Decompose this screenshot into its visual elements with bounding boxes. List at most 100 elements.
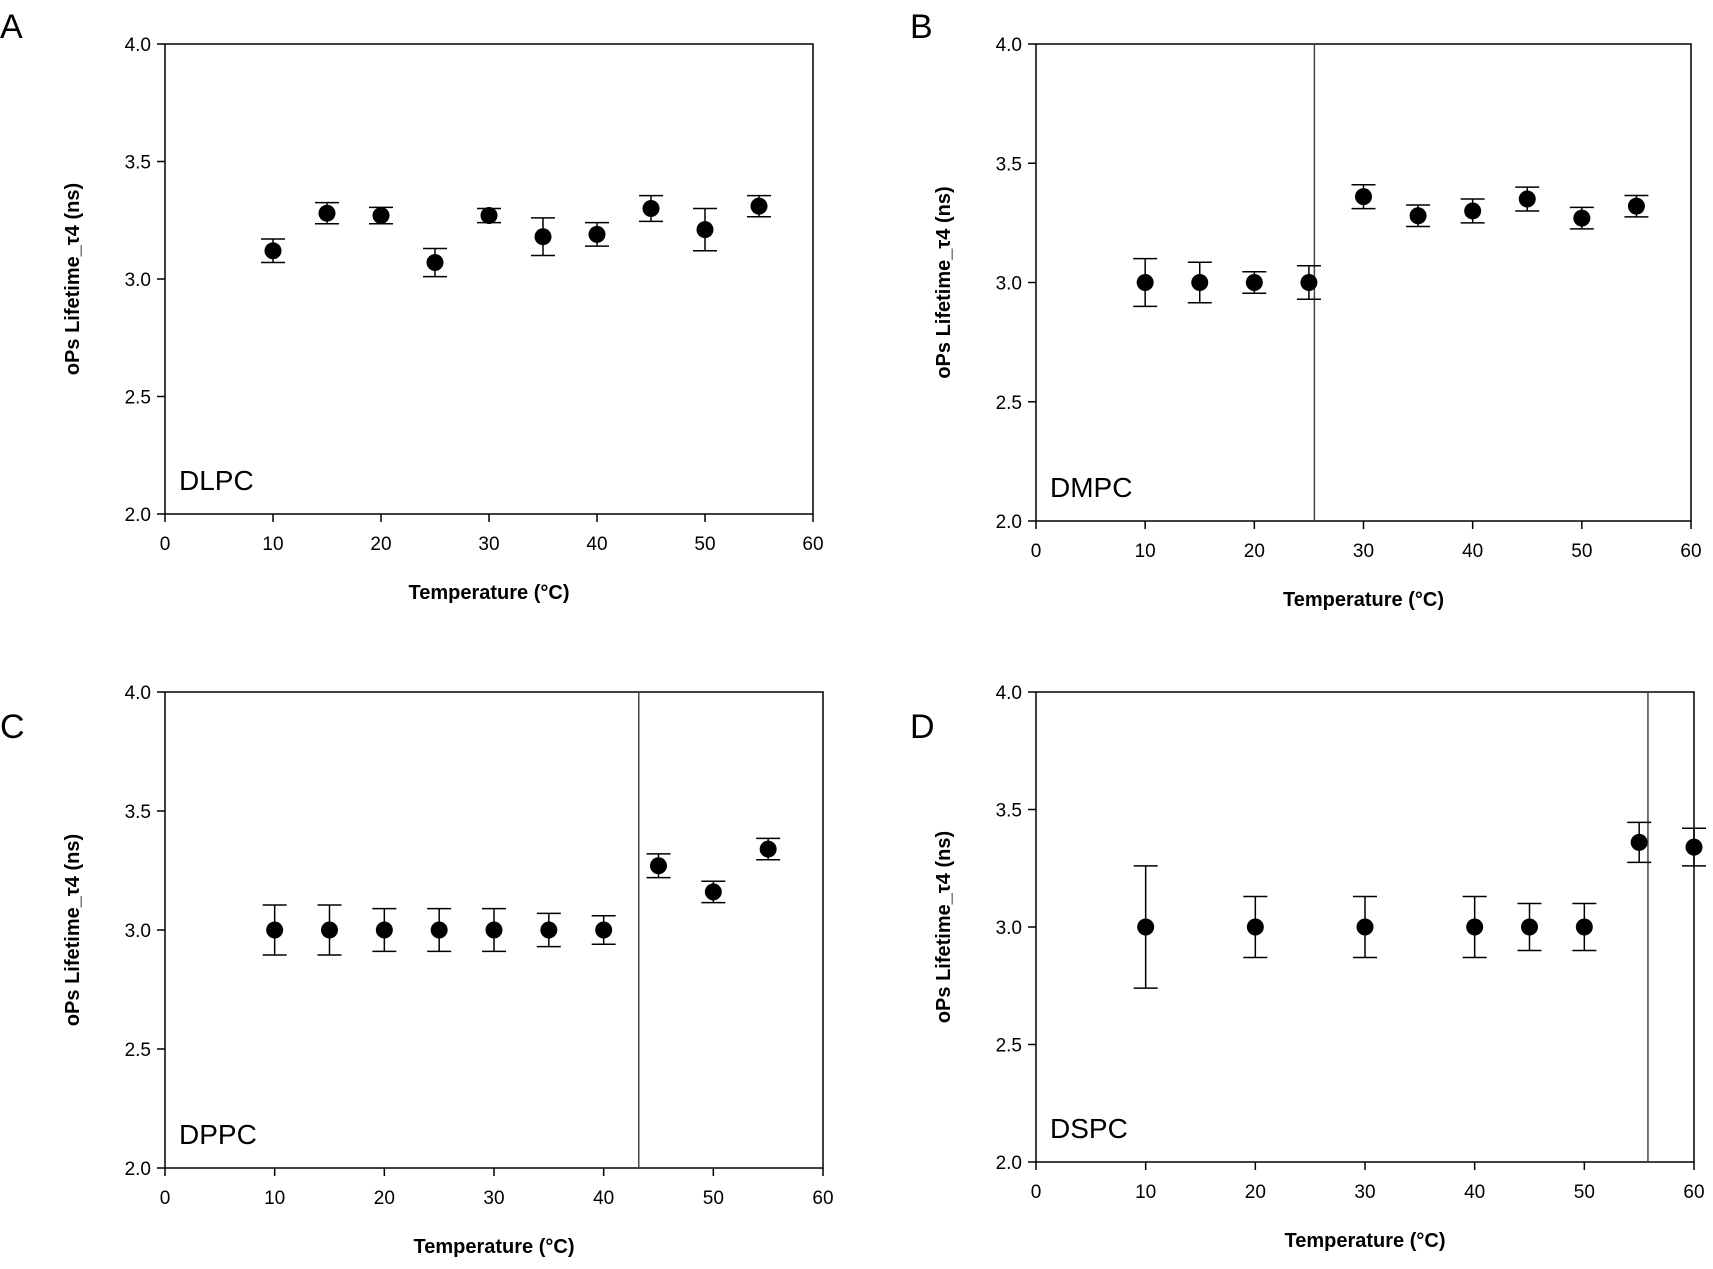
x-tick-label: 10 [1135,1182,1156,1203]
panel-letter: B [910,8,933,46]
y-tick-label: 4.0 [996,683,1022,704]
data-point [1191,274,1209,291]
x-axis-title: Temperature (°C) [414,1236,575,1258]
y-axis-title: oPs Lifetime_τ4 (ns) [933,831,955,1023]
x-axis-title: Temperature (°C) [1285,1230,1446,1252]
data-point [1521,918,1538,936]
x-tick-label: 40 [1462,541,1483,562]
x-tick-label: 50 [1574,1182,1595,1203]
sample-label: DLPC [179,465,254,496]
data-point [696,221,714,239]
x-tick-label: 60 [802,534,823,555]
data-point [1137,918,1155,936]
y-axis-title: oPs Lifetime_τ4 (ns) [933,186,955,378]
data-point [264,242,282,260]
y-tick-label: 2.0 [125,505,151,526]
x-tick-label: 50 [1571,541,1592,562]
data-point [1246,918,1264,936]
y-tick-label: 3.5 [996,154,1022,175]
y-tick-label: 2.5 [125,1040,151,1061]
y-tick-label: 4.0 [125,35,151,56]
chart-panel-c: C 2.0 2.5 3.0 3.5 4.0 0 10 20 30 40 50 60 Temperature… [0,683,834,1258]
chart-panel-d: D 2.0 2.5 3.0 3.5 4.0 0 10 20 30 40 50 60 Temperature… [910,683,1706,1252]
data-point [704,883,722,901]
data-point [1355,188,1372,206]
y-tick-label: 4.0 [125,683,151,704]
x-tick-label: 50 [694,534,715,555]
x-tick-label: 10 [1135,541,1156,562]
x-tick-label: 10 [264,1188,285,1209]
data-point [1518,190,1536,208]
data-point [595,921,613,939]
sample-label: DSPC [1050,1113,1128,1144]
y-tick-label: 2.5 [996,1036,1022,1057]
x-tick-label: 0 [160,534,171,555]
panel-letter: D [910,708,935,746]
data-point [1136,274,1154,291]
x-axis-title: Temperature (°C) [409,582,570,604]
x-tick-label: 20 [370,534,391,555]
data-point [321,921,338,939]
x-tick-label: 60 [1683,1182,1704,1203]
data-point [588,225,606,243]
x-tick-label: 40 [1464,1182,1485,1203]
sample-label: DMPC [1050,472,1132,503]
data-point [318,204,336,222]
y-tick-label: 3.0 [125,270,151,291]
x-tick-label: 30 [1354,1182,1375,1203]
y-tick-label: 3.5 [125,802,151,823]
chart-panel-b: B 2.0 2.5 3.0 3.5 4.0 0 10 20 30 40 50 60 Temperature… [910,8,1702,611]
data-point [266,921,284,939]
data-point [1466,918,1484,936]
y-tick-label: 2.0 [996,1153,1022,1174]
y-tick-label: 3.0 [125,921,151,942]
data-point [426,254,444,272]
plot-frame [1035,43,1692,522]
data-point [1464,202,1482,220]
y-tick-label: 3.5 [125,153,151,174]
x-tick-label: 0 [1031,541,1042,562]
y-tick-label: 2.5 [125,388,151,409]
x-axis-title: Temperature (°C) [1283,589,1444,611]
data-point [480,207,498,225]
x-tick-label: 0 [1031,1182,1042,1203]
y-tick-label: 2.0 [996,512,1022,533]
data-point [1575,918,1593,936]
x-tick-label: 10 [262,534,283,555]
y-tick-label: 3.0 [996,274,1022,295]
data-point [1630,833,1648,851]
data-point [372,207,390,225]
x-tick-label: 0 [160,1188,171,1209]
data-point [642,200,660,217]
data-point [759,840,777,858]
data-point [534,228,552,246]
chart-panel-a: A 2.0 2.5 3.0 3.5 4.0 0 10 20 30 40 50 60 Temperature… [0,8,824,604]
data-point [1627,197,1645,215]
x-tick-label: 30 [483,1188,504,1209]
data-point [750,197,768,215]
data-point [1245,274,1263,291]
y-tick-label: 3.5 [996,801,1022,822]
y-tick-label: 2.5 [996,393,1022,414]
data-point [375,921,393,939]
data-point [1409,207,1427,225]
data-point [540,921,558,939]
x-tick-label: 20 [1245,1182,1266,1203]
x-tick-label: 40 [593,1188,614,1209]
panel-letter: C [0,708,25,746]
data-point [485,921,503,939]
data-point [1356,918,1374,936]
x-tick-label: 30 [478,534,499,555]
y-axis-title: oPs Lifetime_τ4 (ns) [62,183,84,375]
x-tick-label: 20 [1244,541,1265,562]
x-tick-label: 60 [1680,541,1701,562]
panel-letter: A [0,8,23,46]
sample-label: DPPC [179,1119,257,1150]
x-tick-label: 30 [1353,541,1374,562]
x-tick-label: 40 [586,534,607,555]
data-point [1300,274,1318,291]
x-tick-label: 20 [374,1188,395,1209]
data-point [1573,209,1591,227]
data-point [1685,838,1703,856]
